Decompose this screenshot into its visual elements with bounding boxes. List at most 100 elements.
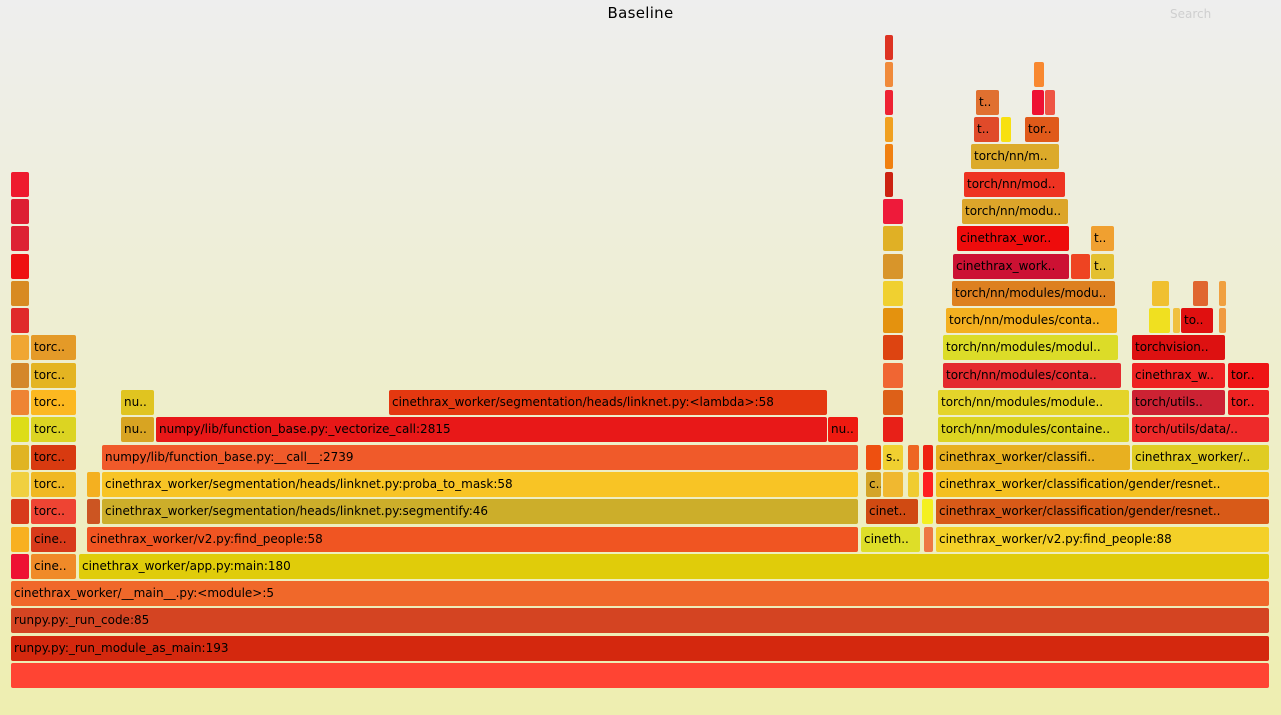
flame-frame[interactable]: cinethrax_worker/classification/gender/r… xyxy=(936,499,1269,524)
flame-frame[interactable]: cinethrax_worker/.. xyxy=(1132,445,1269,470)
flame-frame[interactable] xyxy=(11,499,29,524)
flame-frame[interactable] xyxy=(883,472,903,497)
flame-frame[interactable]: cine.. xyxy=(31,554,76,579)
flame-frame[interactable]: torc.. xyxy=(31,472,76,497)
flame-frame[interactable]: torch/utils.. xyxy=(1132,390,1225,415)
flame-frame[interactable]: torchvision.. xyxy=(1132,335,1225,360)
flame-frame[interactable] xyxy=(924,527,933,552)
flame-frame[interactable] xyxy=(883,199,903,224)
flame-frame[interactable]: torch/nn/m.. xyxy=(971,144,1059,169)
flame-frame[interactable]: torc.. xyxy=(31,445,76,470)
flame-frame[interactable]: torch/nn/modules/module.. xyxy=(938,390,1129,415)
flame-frame[interactable]: torch/nn/modu.. xyxy=(962,199,1068,224)
flame-frame[interactable]: cinethrax_worker/v2.py:find_people:58 xyxy=(87,527,858,552)
flame-frame[interactable] xyxy=(11,527,29,552)
flame-frame[interactable]: cinethrax_worker/segmentation/heads/link… xyxy=(102,499,858,524)
flame-frame[interactable] xyxy=(1193,281,1208,306)
flame-frame[interactable] xyxy=(1032,90,1044,115)
flame-frame[interactable] xyxy=(908,472,919,497)
flame-frame[interactable] xyxy=(922,499,933,524)
flame-frame[interactable] xyxy=(883,363,903,388)
flame-frame[interactable] xyxy=(923,472,933,497)
flame-frame[interactable] xyxy=(883,308,903,333)
flame-frame[interactable] xyxy=(885,117,893,142)
flame-frame[interactable]: tor.. xyxy=(1025,117,1059,142)
flame-frame[interactable]: tor.. xyxy=(1228,363,1269,388)
flame-frame[interactable]: nu.. xyxy=(828,417,858,442)
flame-frame[interactable] xyxy=(1045,90,1055,115)
flame-frame[interactable]: cinethrax_wor.. xyxy=(957,226,1069,251)
flame-frame[interactable] xyxy=(1034,62,1044,87)
flame-frame[interactable]: cinet.. xyxy=(866,499,918,524)
flame-frame[interactable]: cinethrax_worker/v2.py:find_people:88 xyxy=(936,527,1269,552)
flame-frame[interactable]: numpy/lib/function_base.py:_vectorize_ca… xyxy=(156,417,827,442)
flame-frame[interactable]: cinethrax_worker/__main__.py:<module>:5 xyxy=(11,581,1269,606)
flame-frame[interactable]: torch/nn/modules/conta.. xyxy=(943,363,1121,388)
flame-frame[interactable] xyxy=(923,445,933,470)
flame-frame[interactable]: nu.. xyxy=(121,390,154,415)
flame-frame[interactable] xyxy=(883,390,903,415)
flame-frame[interactable]: cinethrax_worker/classifi.. xyxy=(936,445,1130,470)
flame-frame[interactable] xyxy=(885,172,893,197)
flame-frame[interactable]: torch/utils/data/.. xyxy=(1132,417,1269,442)
flame-frame[interactable]: cinethrax_work.. xyxy=(953,254,1069,279)
flame-frame[interactable] xyxy=(11,308,29,333)
flame-frame[interactable] xyxy=(885,62,893,87)
flame-frame[interactable]: t.. xyxy=(1091,226,1114,251)
flame-frame[interactable]: torc.. xyxy=(31,417,76,442)
flame-frame[interactable] xyxy=(11,226,29,251)
flame-frame[interactable]: t.. xyxy=(974,117,999,142)
flame-frame[interactable]: runpy.py:_run_module_as_main:193 xyxy=(11,636,1269,661)
flame-frame[interactable] xyxy=(908,445,919,470)
flame-frame[interactable]: torc.. xyxy=(31,363,76,388)
flame-frame[interactable]: cinethrax_w.. xyxy=(1132,363,1225,388)
flame-frame[interactable] xyxy=(11,663,1269,688)
flame-frame[interactable]: t.. xyxy=(976,90,999,115)
flame-frame[interactable] xyxy=(11,390,29,415)
flame-frame[interactable]: s.. xyxy=(883,445,903,470)
flame-frame[interactable]: cineth.. xyxy=(861,527,920,552)
flame-frame[interactable]: numpy/lib/function_base.py:__call__:2739 xyxy=(102,445,858,470)
flame-frame[interactable]: runpy.py:_run_code:85 xyxy=(11,608,1269,633)
flame-frame[interactable] xyxy=(1219,308,1226,333)
flame-frame[interactable] xyxy=(1152,281,1169,306)
flame-frame[interactable]: torc.. xyxy=(31,499,76,524)
flame-frame[interactable] xyxy=(11,554,29,579)
flame-frame[interactable] xyxy=(883,226,903,251)
flame-frame[interactable] xyxy=(866,445,881,470)
flame-frame[interactable]: torch/nn/modules/modu.. xyxy=(952,281,1115,306)
flame-frame[interactable]: torc.. xyxy=(31,390,76,415)
flame-frame[interactable]: cine.. xyxy=(31,527,76,552)
flame-frame[interactable] xyxy=(883,335,903,360)
flame-frame[interactable]: t.. xyxy=(1091,254,1114,279)
flame-frame[interactable] xyxy=(885,144,893,169)
flame-frame[interactable] xyxy=(885,35,893,60)
flame-frame[interactable] xyxy=(11,417,29,442)
flame-frame[interactable]: to.. xyxy=(1181,308,1213,333)
flame-frame[interactable]: cinethrax_worker/segmentation/heads/link… xyxy=(102,472,858,497)
flame-frame[interactable]: torch/nn/modules/conta.. xyxy=(946,308,1117,333)
flame-frame[interactable] xyxy=(11,172,29,197)
flame-frame[interactable] xyxy=(1071,254,1090,279)
flame-frame[interactable] xyxy=(883,281,903,306)
flame-frame[interactable]: cinethrax_worker/classification/gender/r… xyxy=(936,472,1269,497)
flame-frame[interactable] xyxy=(1001,117,1011,142)
flame-frame[interactable]: torch/nn/mod.. xyxy=(964,172,1065,197)
flame-frame[interactable] xyxy=(87,499,100,524)
flame-frame[interactable] xyxy=(11,254,29,279)
flame-frame[interactable] xyxy=(883,254,903,279)
flame-frame[interactable] xyxy=(1173,308,1180,333)
flame-frame[interactable] xyxy=(11,199,29,224)
flame-frame[interactable]: cinethrax_worker/app.py:main:180 xyxy=(79,554,1269,579)
flame-frame[interactable] xyxy=(11,472,29,497)
flame-frame[interactable]: tor.. xyxy=(1228,390,1269,415)
flame-frame[interactable]: torch/nn/modules/containe.. xyxy=(938,417,1129,442)
flame-frame[interactable] xyxy=(11,281,29,306)
flame-frame[interactable]: torch/nn/modules/modul.. xyxy=(943,335,1118,360)
flame-frame[interactable] xyxy=(11,363,29,388)
flame-frame[interactable] xyxy=(1149,308,1170,333)
flame-frame[interactable] xyxy=(11,335,29,360)
flame-frame[interactable]: nu.. xyxy=(121,417,154,442)
flame-frame[interactable] xyxy=(87,472,100,497)
flame-frame[interactable]: c.. xyxy=(866,472,881,497)
